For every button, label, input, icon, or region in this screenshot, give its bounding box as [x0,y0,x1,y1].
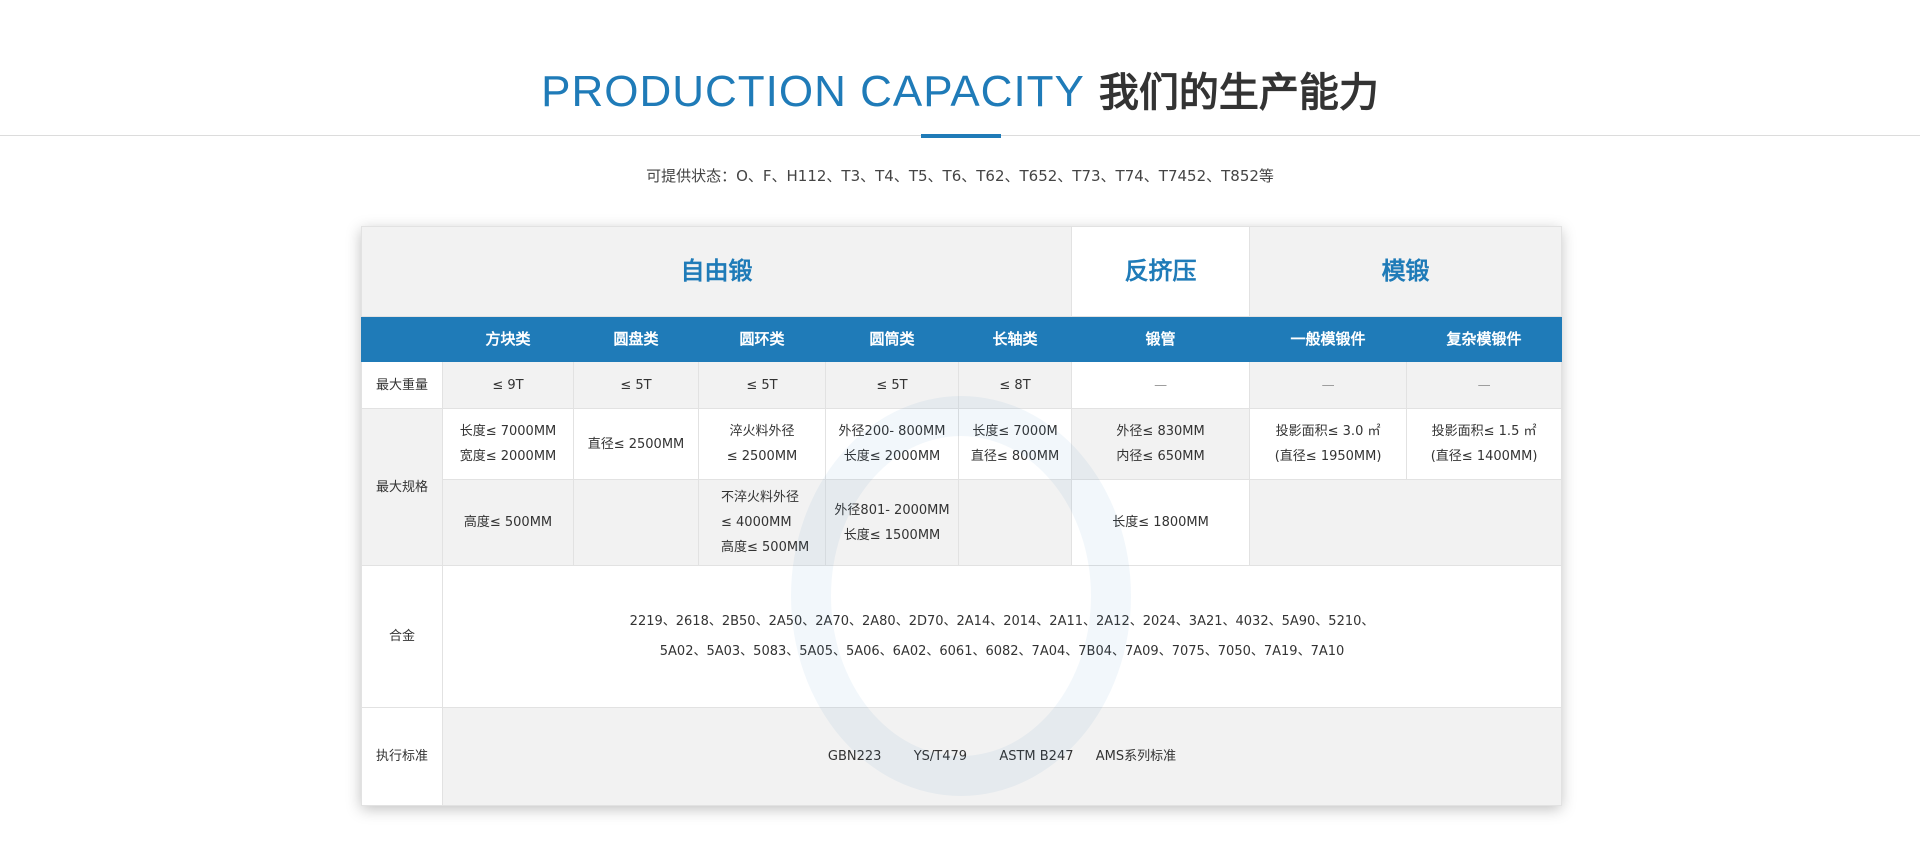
cell-line: 高度≤ 500MM [721,540,810,555]
cell: 不淬火料外径 ≤ 4000MM 高度≤ 500MM [698,479,826,566]
cell: 长度≤ 1800MM [1071,479,1251,566]
cell: 高度≤ 500MM [442,479,574,566]
cell-empty [1249,479,1563,566]
cell-line: (直径≤ 1950MM) [1274,449,1382,464]
cell-line: 直径≤ 2500MM [587,436,685,452]
cell-line: 外径801- 2000MM [834,502,950,518]
cell-line: (直径≤ 1400MM) [1430,449,1538,464]
row-label-max-spec: 最大规格 [361,408,443,566]
alloy-line: 5A02、5A03、5083、5A05、5A06、6A02、6061、6082、… [659,643,1345,659]
cell: ≤ 5T [698,361,826,409]
cell-line: 长度≤ 2000MM [843,449,941,464]
cell: 投影面积≤ 1.5 ㎡ (直径≤ 1400MM) [1406,408,1563,480]
cell-line: 外径200- 800MM [838,424,946,439]
alloy-list: 2219、2618、2B50、2A50、2A70、2A80、2D70、2A14、… [441,565,1563,708]
cell-line: 内径≤ 650MM [1116,449,1205,464]
group-free-forging: 自由锻 [360,226,1073,317]
group-die-forging: 模锻 [1249,226,1563,317]
column-header: 复杂模锻件 [1406,316,1563,362]
standard-item: GBN223 [827,749,882,764]
standard-item: AMS系列标准 [1095,749,1177,764]
cell-line: 直径≤ 800MM [970,449,1060,464]
column-header: 方块类 [442,316,574,362]
standard-item: YS/T479 [913,749,968,764]
column-header: 锻管 [1071,316,1251,362]
cell: 长度≤ 7000M 直径≤ 800MM [957,408,1073,480]
cell: 直径≤ 2500MM [573,408,699,480]
cell-line: 投影面积≤ 1.5 ㎡ [1431,424,1537,439]
cell: 投影面积≤ 3.0 ㎡ (直径≤ 1950MM) [1249,408,1408,480]
cell: ≤ 8T [957,361,1073,409]
standards-list: GBN223 YS/T479 ASTM B247 AMS系列标准 [441,707,1563,806]
cell-line: 长度≤ 1500MM [843,527,941,543]
cell-line: 长度≤ 7000M [972,424,1058,439]
title-accent-bar [921,134,1001,138]
column-header: 长轴类 [957,316,1073,362]
row-label-alloy: 合金 [361,565,443,708]
title-en: PRODUCTION CAPACITY [541,67,1085,116]
cell: ≤ 5T [573,361,699,409]
cell-line: 长度≤ 7000MM [459,424,557,439]
cell: 长度≤ 7000MM 宽度≤ 2000MM [442,408,574,480]
cell: — [1406,361,1563,409]
cell-empty [573,479,699,566]
cell-line: 宽度≤ 2000MM [459,449,557,464]
column-header: 圆筒类 [825,316,959,362]
capacity-table: 自由锻 反挤压 模锻 方块类 圆盘类 圆环类 圆筒类 长轴类 锻管 一般模锻件 … [360,226,1563,806]
column-header: 一般模锻件 [1249,316,1408,362]
row-label-standard: 执行标准 [361,707,443,806]
cell-empty [957,479,1073,566]
standard-item: ASTM B247 [999,749,1074,764]
row-label-max-weight: 最大重量 [361,361,443,409]
cell: 外径200- 800MM 长度≤ 2000MM [825,408,959,480]
cell: 外径≤ 830MM 内径≤ 650MM [1071,408,1251,480]
cell-line: ≤ 4000MM [721,515,792,530]
cell: 淬火料外径 ≤ 2500MM [698,408,826,480]
cell: — [1249,361,1408,409]
column-header: 圆环类 [698,316,826,362]
cell-line: 投影面积≤ 3.0 ㎡ [1275,424,1381,439]
title-cn: 我们的生产能力 [1098,70,1379,116]
temper-states: 可提供状态：O、F、H112、T3、T4、T5、T6、T62、T652、T73、… [646,167,1274,185]
cell-line: 不淬火料外径 [721,490,800,505]
cell: ≤ 5T [825,361,959,409]
page-title: PRODUCTION CAPACITY 我们的生产能力 [0,62,1920,123]
group-back-extrusion: 反挤压 [1071,226,1251,317]
cell: — [1071,361,1251,409]
cell-line: ≤ 2500MM [726,449,798,464]
cell-line: 高度≤ 500MM [463,515,553,530]
cell-line: 淬火料外径 [729,424,795,439]
cell: 外径801- 2000MM 长度≤ 1500MM [825,479,959,566]
cell: ≤ 9T [442,361,574,409]
header-blank [361,316,443,362]
alloy-line: 2219、2618、2B50、2A50、2A70、2A80、2D70、2A14、… [629,613,1375,629]
cell-line: 外径≤ 830MM [1116,424,1205,439]
column-header: 圆盘类 [573,316,699,362]
cell-line: 长度≤ 1800MM [1112,515,1209,530]
